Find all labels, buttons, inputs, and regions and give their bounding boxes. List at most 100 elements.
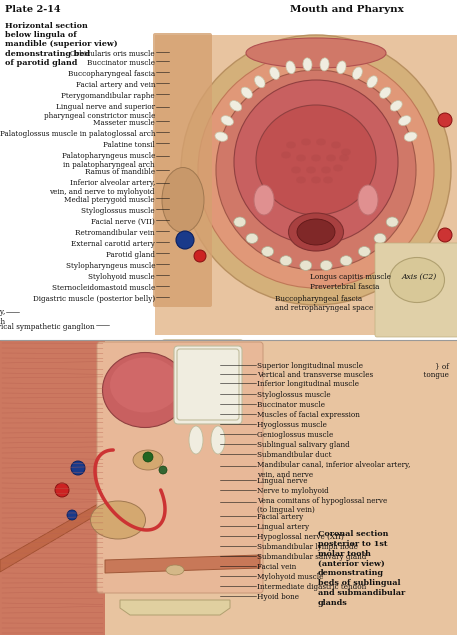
- Text: Superior longitudinal muscle: Superior longitudinal muscle: [257, 362, 363, 370]
- Ellipse shape: [333, 164, 343, 172]
- FancyBboxPatch shape: [160, 340, 245, 480]
- Text: Retromandibular vein: Retromandibular vein: [75, 229, 155, 237]
- Text: Pterygomandibular raphe: Pterygomandibular raphe: [61, 92, 155, 100]
- Ellipse shape: [326, 154, 336, 161]
- Ellipse shape: [399, 116, 411, 125]
- Text: Styloglossus muscle: Styloglossus muscle: [257, 391, 330, 399]
- Text: Stylopharyngeus muscle: Stylopharyngeus muscle: [65, 262, 155, 270]
- Ellipse shape: [166, 565, 184, 575]
- Ellipse shape: [281, 152, 291, 159]
- Text: Facial artery and vein: Facial artery and vein: [75, 81, 155, 89]
- Circle shape: [143, 452, 153, 462]
- Ellipse shape: [296, 154, 306, 161]
- Ellipse shape: [234, 217, 246, 227]
- Text: Medial pterygoid muscle: Medial pterygoid muscle: [64, 196, 155, 204]
- Text: Inferior alveolar artery,
vein, and nerve to mylohyoid: Inferior alveolar artery, vein, and nerv…: [49, 179, 155, 196]
- Ellipse shape: [256, 105, 376, 215]
- Ellipse shape: [386, 217, 398, 227]
- Circle shape: [55, 483, 69, 497]
- Text: Vertical and transverse muscles: Vertical and transverse muscles: [257, 371, 373, 379]
- Text: Facial vein: Facial vein: [257, 563, 296, 571]
- Text: Mouth and Pharynx: Mouth and Pharynx: [290, 5, 404, 14]
- Ellipse shape: [189, 426, 203, 454]
- Ellipse shape: [341, 148, 351, 156]
- Ellipse shape: [198, 367, 218, 403]
- Text: Facial nerve (VII): Facial nerve (VII): [91, 218, 155, 226]
- Ellipse shape: [296, 177, 306, 184]
- Text: Prevertebral fascia: Prevertebral fascia: [310, 283, 379, 291]
- Text: Plate 2-14: Plate 2-14: [5, 5, 61, 14]
- Ellipse shape: [286, 61, 295, 74]
- Text: Buccopharyngeal fascia
and retropharyngeal space: Buccopharyngeal fascia and retropharynge…: [275, 295, 373, 312]
- Ellipse shape: [321, 166, 331, 173]
- Polygon shape: [120, 600, 230, 615]
- Ellipse shape: [331, 141, 341, 148]
- Circle shape: [216, 70, 416, 270]
- Text: Intermediate digastric tendon: Intermediate digastric tendon: [257, 583, 366, 591]
- FancyBboxPatch shape: [155, 35, 457, 335]
- Ellipse shape: [389, 257, 445, 303]
- Text: Parotid gland: Parotid gland: [106, 251, 155, 259]
- Ellipse shape: [340, 256, 352, 266]
- Ellipse shape: [352, 67, 362, 79]
- Ellipse shape: [102, 353, 187, 428]
- Text: Buccopharyngeal fascia: Buccopharyngeal fascia: [68, 70, 155, 78]
- Text: Mandibular canal, inferior alveolar artery,
vein, and nerve: Mandibular canal, inferior alveolar arte…: [257, 461, 410, 478]
- FancyBboxPatch shape: [375, 243, 457, 337]
- Ellipse shape: [291, 166, 301, 173]
- Text: Submandibular duct: Submandibular duct: [257, 451, 331, 459]
- Ellipse shape: [230, 100, 242, 111]
- Circle shape: [159, 466, 167, 474]
- Text: Palatopharyngeus muscle
in palatopharyngeal arch: Palatopharyngeus muscle in palatopharyng…: [62, 152, 155, 169]
- Text: Longus capitis muscle: Longus capitis muscle: [310, 273, 391, 281]
- Text: Buccinator muscle: Buccinator muscle: [87, 59, 155, 67]
- Ellipse shape: [337, 61, 346, 74]
- Ellipse shape: [255, 76, 265, 88]
- Ellipse shape: [358, 185, 378, 215]
- Ellipse shape: [162, 168, 204, 232]
- Text: Hyoglossus muscle: Hyoglossus muscle: [257, 421, 327, 429]
- Text: Hyoid bone: Hyoid bone: [257, 593, 299, 601]
- Text: Lingual nerve and superior
pharyngeal constrictor muscle: Lingual nerve and superior pharyngeal co…: [43, 103, 155, 120]
- Circle shape: [234, 80, 398, 244]
- FancyBboxPatch shape: [153, 33, 212, 307]
- Text: Vena comitans of hypoglossal nerve
(to lingual vein): Vena comitans of hypoglossal nerve (to l…: [257, 497, 387, 514]
- Ellipse shape: [90, 501, 145, 539]
- Polygon shape: [105, 555, 260, 573]
- Text: Submandibular lymph node: Submandibular lymph node: [257, 543, 358, 551]
- Ellipse shape: [254, 185, 274, 215]
- Ellipse shape: [221, 116, 234, 125]
- Ellipse shape: [320, 58, 329, 71]
- Text: } of
  tongue: } of tongue: [419, 362, 449, 379]
- Ellipse shape: [380, 87, 391, 99]
- Ellipse shape: [262, 246, 274, 257]
- Ellipse shape: [288, 213, 344, 251]
- Ellipse shape: [339, 154, 349, 161]
- Text: Buccinator muscle: Buccinator muscle: [257, 401, 325, 409]
- FancyBboxPatch shape: [97, 342, 263, 593]
- Ellipse shape: [374, 234, 386, 243]
- Ellipse shape: [404, 132, 417, 141]
- Text: Sublingual salivary gland: Sublingual salivary gland: [257, 441, 350, 449]
- Circle shape: [67, 510, 77, 520]
- Circle shape: [181, 35, 451, 305]
- Ellipse shape: [323, 177, 333, 184]
- Ellipse shape: [241, 87, 252, 99]
- Ellipse shape: [133, 450, 163, 470]
- Text: Styloglossus muscle: Styloglossus muscle: [81, 207, 155, 215]
- Text: Internal jugular vein, internal carotid artery,
and nerves IX, X, and XII in car: Internal jugular vein, internal carotid …: [0, 308, 5, 325]
- Circle shape: [438, 228, 452, 242]
- Ellipse shape: [306, 166, 316, 173]
- Circle shape: [198, 52, 434, 288]
- Ellipse shape: [311, 177, 321, 184]
- Text: Axis (C2): Axis (C2): [402, 273, 437, 281]
- Ellipse shape: [270, 67, 280, 79]
- Text: Nerve to mylohyoid: Nerve to mylohyoid: [257, 487, 329, 495]
- Ellipse shape: [211, 426, 225, 454]
- Text: External carotid artery: External carotid artery: [71, 240, 155, 248]
- Text: Mylohyoid muscle: Mylohyoid muscle: [257, 573, 324, 581]
- Ellipse shape: [246, 38, 386, 68]
- Ellipse shape: [297, 219, 335, 245]
- Ellipse shape: [320, 260, 332, 271]
- Ellipse shape: [215, 132, 228, 141]
